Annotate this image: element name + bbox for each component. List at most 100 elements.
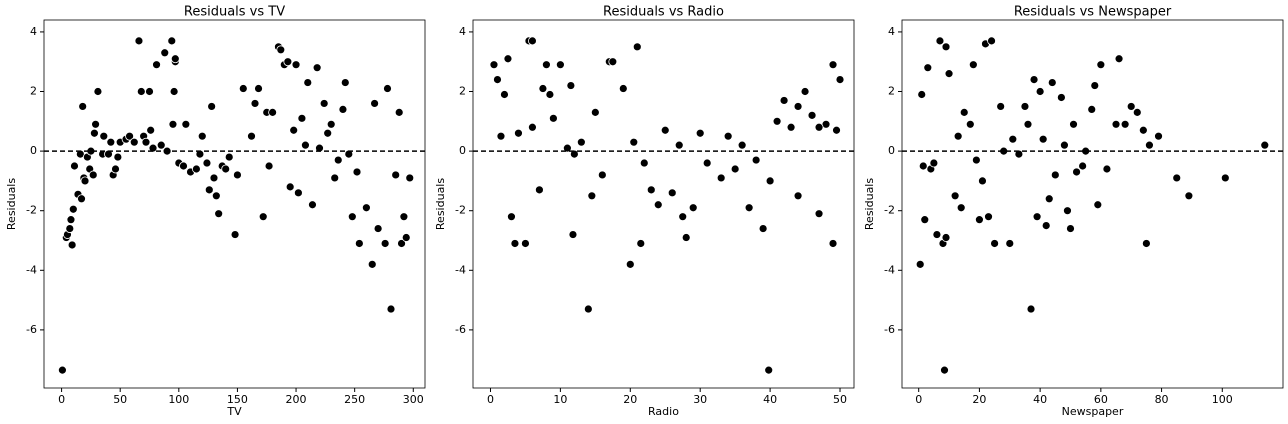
point [319,99,329,108]
point [608,57,618,67]
point [915,259,925,269]
point [1060,140,1069,150]
point [394,107,404,117]
point [1056,93,1066,102]
point [380,239,390,248]
point [625,259,635,269]
point [535,185,544,195]
x-tick-label: 0 [915,393,922,406]
point [1029,75,1039,84]
point [956,203,966,213]
y-tick-label: 0 [459,144,466,157]
point [405,173,415,183]
point [148,143,158,153]
point [674,140,684,150]
point [629,137,639,147]
point [618,84,628,93]
point [1044,194,1054,204]
point [330,173,340,183]
point [283,57,293,67]
point [181,119,191,129]
point [106,137,116,147]
point [1090,81,1100,90]
point [978,176,987,186]
point [959,107,969,117]
point [399,212,409,222]
point [538,84,548,93]
point [1038,134,1048,144]
point [99,131,109,141]
x-tick-label: 50 [113,393,127,406]
point [636,239,646,248]
point [297,113,307,123]
point [397,239,406,248]
point [207,102,217,111]
axes-frame [901,19,1284,389]
y-tick-label: -6 [455,323,466,336]
point [291,60,301,70]
point [191,164,201,174]
point [361,203,371,213]
point [971,155,981,165]
point [510,239,520,248]
point [737,140,747,150]
point [67,240,77,250]
y-tick-label: 0 [888,144,895,157]
point [134,36,144,46]
point [1063,206,1072,216]
point [940,365,949,375]
point [125,131,134,141]
y-tick-label: -2 [26,204,37,217]
point [814,122,824,132]
point [66,215,76,225]
point [646,185,656,195]
y-tick-label: 2 [459,85,466,98]
point [221,164,231,174]
point [1072,167,1081,177]
point [285,182,295,192]
point [507,212,516,222]
point [1220,173,1230,183]
point [984,212,993,222]
point [779,96,789,105]
point [944,69,954,79]
point [202,158,212,168]
point [918,161,928,171]
point [65,224,75,233]
point [258,212,268,222]
point [391,170,401,180]
point [987,36,996,46]
point [632,42,642,52]
point [1087,104,1097,114]
point [542,60,551,70]
point [386,304,396,314]
point [104,149,113,159]
point [1047,78,1057,87]
point [772,116,782,126]
point [1050,170,1060,180]
x-tick-label: 20 [623,393,637,406]
point [179,161,188,171]
point [569,149,579,159]
point [111,164,120,174]
point [1023,119,1033,129]
point [141,137,151,147]
point [90,128,99,138]
point [247,131,256,141]
x-tick-label: 100 [168,393,189,406]
point [660,125,670,135]
point [968,60,978,70]
point [653,200,663,210]
point [77,194,86,204]
point [238,84,248,93]
x-tick-label: 250 [344,393,365,406]
point [1260,140,1270,150]
y-tick-label: 2 [30,85,37,98]
axes-frame [43,19,426,389]
point [233,170,242,180]
x-tick-label: 0 [487,393,494,406]
point [496,131,506,141]
point [941,42,951,52]
x-tick-label: 30 [693,393,707,406]
point [953,131,963,141]
